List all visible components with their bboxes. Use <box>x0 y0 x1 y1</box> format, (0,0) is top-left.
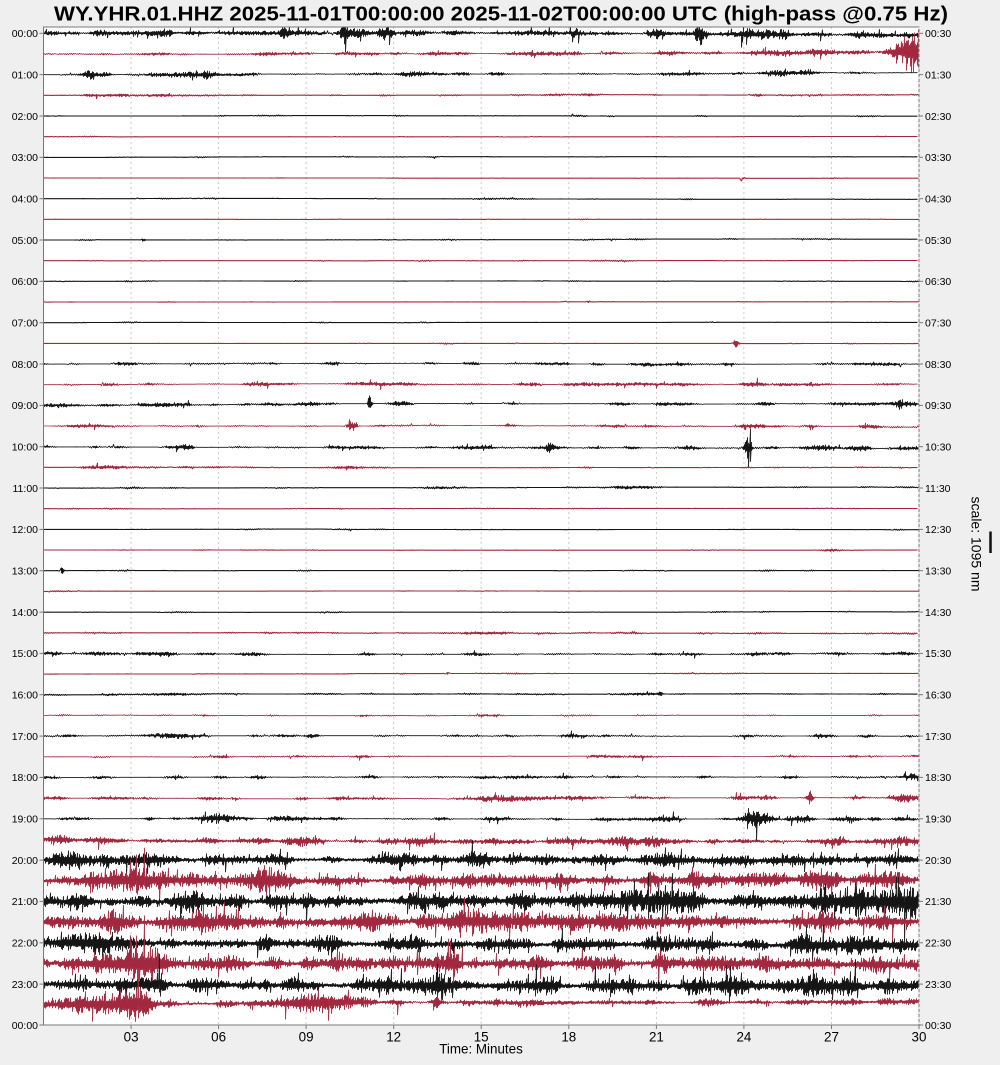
svg-text:12:30: 12:30 <box>925 524 951 536</box>
svg-text:03: 03 <box>124 1030 139 1045</box>
svg-text:00:00: 00:00 <box>12 28 38 40</box>
svg-text:01:30: 01:30 <box>925 69 951 81</box>
svg-text:15:00: 15:00 <box>12 648 38 660</box>
svg-text:09: 09 <box>299 1030 314 1045</box>
svg-text:17:00: 17:00 <box>12 731 38 743</box>
svg-text:14:30: 14:30 <box>925 607 951 619</box>
svg-text:15:30: 15:30 <box>925 648 951 660</box>
svg-text:00:30: 00:30 <box>925 1020 951 1032</box>
svg-text:30: 30 <box>912 1030 927 1045</box>
svg-text:05:30: 05:30 <box>925 235 951 247</box>
svg-text:14:00: 14:00 <box>12 607 38 619</box>
svg-text:17:30: 17:30 <box>925 731 951 743</box>
svg-text:02:00: 02:00 <box>12 111 38 123</box>
svg-text:19:00: 19:00 <box>12 814 38 826</box>
svg-text:13:30: 13:30 <box>925 566 951 578</box>
svg-text:27: 27 <box>824 1030 839 1045</box>
svg-text:04:00: 04:00 <box>12 194 38 206</box>
svg-text:20:30: 20:30 <box>925 855 951 867</box>
svg-text:16:30: 16:30 <box>925 690 951 702</box>
svg-text:12:00: 12:00 <box>12 524 38 536</box>
svg-text:22:00: 22:00 <box>12 938 38 950</box>
svg-text:21:00: 21:00 <box>12 896 38 908</box>
svg-text:02:30: 02:30 <box>925 111 951 123</box>
svg-text:09:30: 09:30 <box>925 400 951 412</box>
svg-text:00:30: 00:30 <box>925 28 951 40</box>
svg-text:18:00: 18:00 <box>12 772 38 784</box>
svg-text:01:00: 01:00 <box>12 69 38 81</box>
svg-text:23:00: 23:00 <box>12 979 38 991</box>
svg-text:06:00: 06:00 <box>12 276 38 288</box>
svg-text:03:00: 03:00 <box>12 152 38 164</box>
svg-text:scale: 1095 nm: scale: 1095 nm <box>969 497 985 592</box>
svg-text:07:30: 07:30 <box>925 318 951 330</box>
svg-text:10:00: 10:00 <box>12 442 38 454</box>
svg-text:12: 12 <box>386 1030 401 1045</box>
svg-text:09:00: 09:00 <box>12 400 38 412</box>
svg-text:08:30: 08:30 <box>925 359 951 371</box>
svg-text:13:00: 13:00 <box>12 566 38 578</box>
svg-text:00:00: 00:00 <box>12 1020 38 1032</box>
svg-text:15: 15 <box>474 1030 489 1045</box>
svg-text:21:30: 21:30 <box>925 896 951 908</box>
svg-text:08:00: 08:00 <box>12 359 38 371</box>
svg-text:20:00: 20:00 <box>12 855 38 867</box>
svg-text:10:30: 10:30 <box>925 442 951 454</box>
svg-text:05:00: 05:00 <box>12 235 38 247</box>
svg-text:21: 21 <box>649 1030 664 1045</box>
svg-text:06:30: 06:30 <box>925 276 951 288</box>
svg-text:Time: Minutes: Time: Minutes <box>439 1042 523 1057</box>
svg-text:04:30: 04:30 <box>925 194 951 206</box>
svg-text:07:00: 07:00 <box>12 318 38 330</box>
svg-text:16:00: 16:00 <box>12 690 38 702</box>
svg-text:WY.YHR.01.HHZ 2025-11-01T00:00: WY.YHR.01.HHZ 2025-11-01T00:00:00 2025-1… <box>54 4 948 26</box>
svg-text:18:30: 18:30 <box>925 772 951 784</box>
svg-text:18: 18 <box>561 1030 576 1045</box>
svg-text:24: 24 <box>736 1030 751 1045</box>
svg-text:06: 06 <box>211 1030 226 1045</box>
svg-text:22:30: 22:30 <box>925 938 951 950</box>
svg-text:11:00: 11:00 <box>13 483 39 495</box>
svg-text:03:30: 03:30 <box>925 152 951 164</box>
svg-text:19:30: 19:30 <box>925 814 951 826</box>
svg-text:23:30: 23:30 <box>925 979 951 991</box>
svg-text:11:30: 11:30 <box>925 483 951 495</box>
